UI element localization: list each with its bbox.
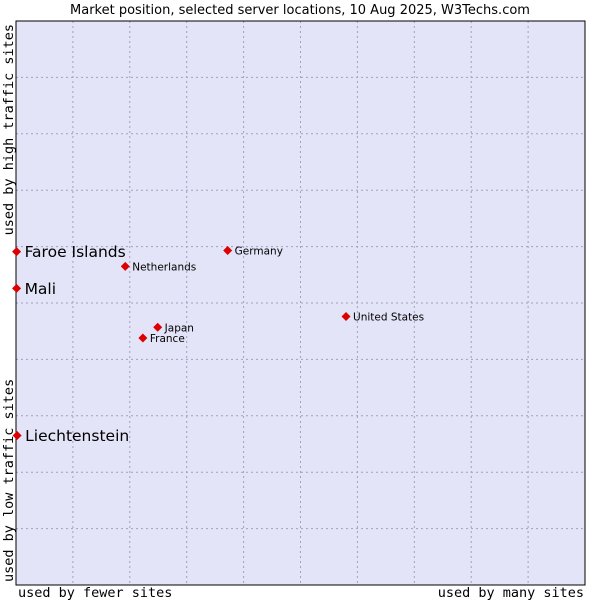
point-label: Japan [164,322,194,334]
point-label: Netherlands [132,261,196,273]
point-marker [341,312,351,322]
point-marker [138,333,148,343]
point-marker [12,431,22,441]
point-label: Germany [235,246,283,258]
data-point-mali: Mali [12,280,56,298]
point-marker [153,322,163,332]
y-axis-label-bottom: used by low traffic sites [1,379,17,582]
point-marker [12,283,22,293]
chart-title: Market position, selected server locatio… [70,3,530,18]
x-axis-label-right: used by many sites [438,585,584,600]
point-marker [223,246,233,256]
grid-lines [16,21,585,585]
point-marker [120,261,130,271]
plot-border [15,20,586,586]
point-label: United States [353,312,424,324]
data-points: Faroe Islands Mali Liechtenstein Germany Net… [12,243,424,445]
point-label: Mali [25,280,56,298]
point-label: France [150,333,185,345]
data-point-united-states: United States [341,312,424,324]
point-marker [12,247,22,257]
data-point-japan: Japan [153,322,194,334]
data-point-liechtenstein: Liechtenstein [12,427,129,445]
data-point-france: France [138,333,185,345]
x-axis-label-left: used by fewer sites [18,585,172,600]
data-point-faroe-islands: Faroe Islands [12,243,126,261]
data-point-netherlands: Netherlands [120,261,196,273]
y-axis-label-top: used by high traffic sites [1,24,17,235]
point-label: Liechtenstein [25,427,129,445]
data-point-germany: Germany [223,246,283,258]
point-label: Faroe Islands [25,243,126,261]
